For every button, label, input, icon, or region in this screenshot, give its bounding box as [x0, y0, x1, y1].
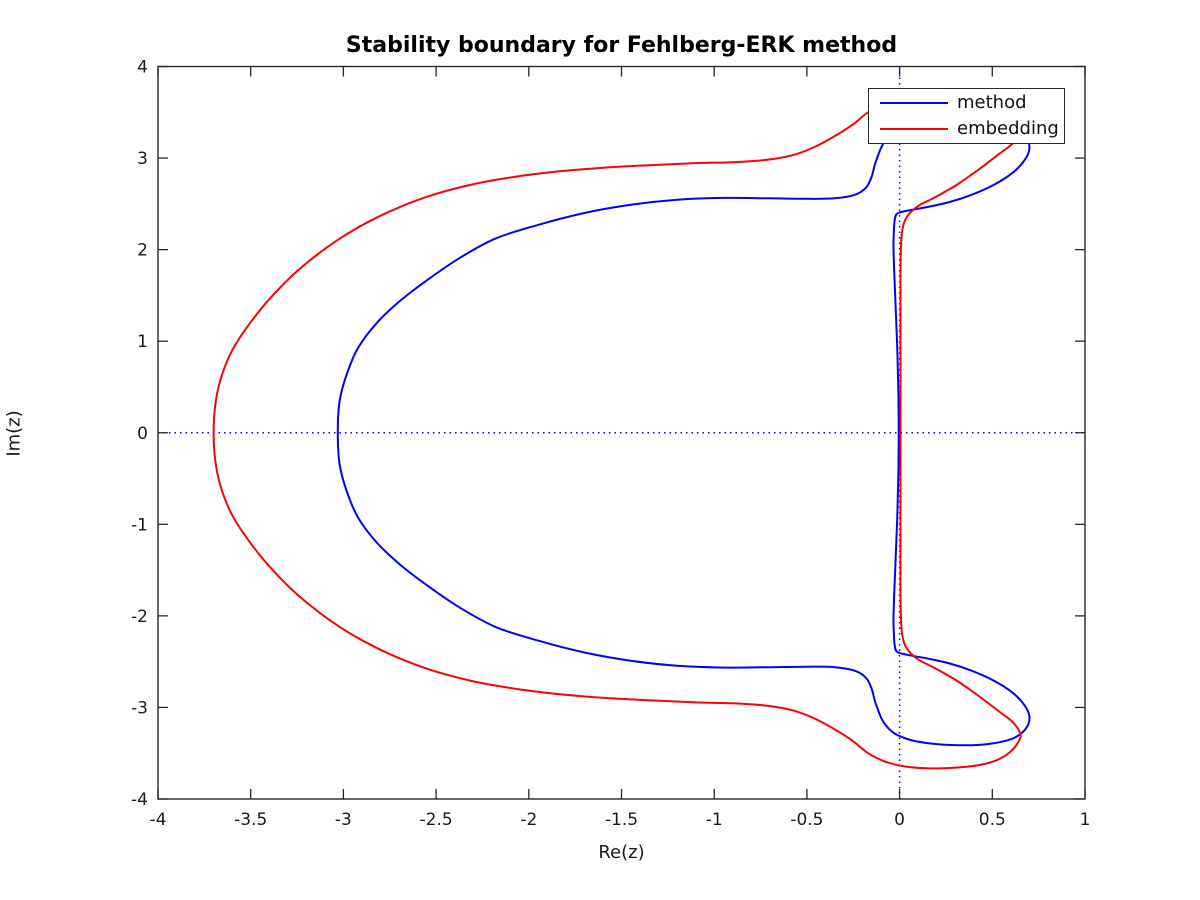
x-tick-label: 0	[894, 810, 905, 830]
x-tick-label: -2.5	[420, 810, 453, 830]
legend-label-embedding: embedding	[957, 118, 1059, 139]
x-tick-label: -3.5	[234, 810, 267, 830]
x-tick-label: 0.5	[979, 810, 1006, 830]
y-tick-label: -1	[131, 515, 148, 535]
y-tick-label: -3	[131, 698, 148, 718]
curve-embedding	[212, 96, 1022, 770]
x-tick-label: -1.5	[605, 810, 638, 830]
x-tick-label: -1	[706, 810, 723, 830]
chart-title: Stability boundary for Fehlberg-ERK meth…	[345, 33, 898, 58]
legend: method embedding	[868, 88, 1065, 144]
x-axis-label: Re(z)	[598, 842, 645, 863]
y-tick-label: -4	[131, 790, 148, 810]
y-tick-label: 2	[137, 241, 148, 261]
method-line-swatch	[880, 102, 948, 104]
curve-method	[336, 119, 1031, 747]
x-tick-label: -4	[150, 810, 167, 830]
embedding-line-swatch	[880, 128, 948, 130]
x-tick-label: -0.5	[790, 810, 823, 830]
y-tick-label: 0	[137, 424, 148, 444]
x-tick-label: -2	[520, 810, 537, 830]
y-tick-label: 4	[137, 58, 148, 78]
legend-label-method: method	[957, 92, 1027, 113]
x-tick-label: 1	[1080, 810, 1091, 830]
legend-item-method: method	[869, 90, 1064, 116]
x-tick-label: -3	[335, 810, 352, 830]
legend-item-embedding: embedding	[869, 116, 1064, 142]
y-tick-label: 1	[137, 332, 148, 352]
y-axis-label: Im(z)	[3, 410, 25, 457]
y-tick-label: -2	[131, 607, 148, 627]
y-tick-label: 3	[137, 149, 148, 169]
